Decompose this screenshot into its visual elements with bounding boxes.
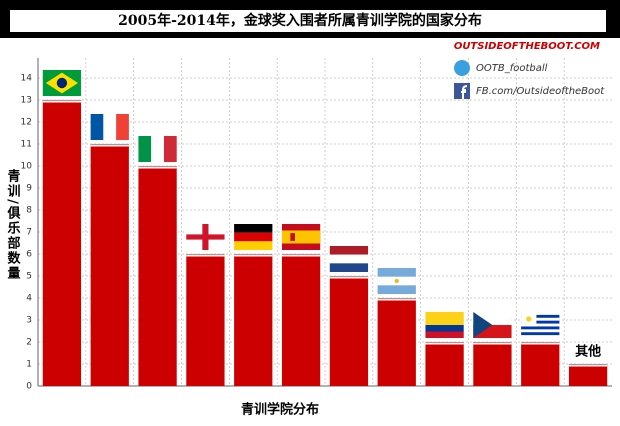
flag-part [329,254,369,264]
y-tick-label: 8 [26,206,32,216]
y-tick-label: 10 [21,162,33,172]
flag-part [329,263,369,272]
flag-part [138,136,152,162]
flag-part [425,331,464,338]
flag-part [290,233,295,241]
flag-part [281,230,321,244]
flag-part [56,77,68,89]
flag-part [90,114,104,140]
y-tick-label: 5 [26,272,32,282]
y-tick-label: 6 [26,250,32,260]
title-box [10,10,606,32]
y-tick-label: 0 [26,382,32,392]
y-axis-label: 青训/俱乐部数量 [5,169,22,281]
flag-part [234,232,273,242]
y-tick-label: 7 [26,228,32,238]
bar [234,254,273,386]
bar [186,254,225,386]
facebook-handle: FB.com/OutsideoftheBoot [476,86,605,97]
y-tick-label: 13 [21,96,32,106]
y-tick-label: 3 [26,316,32,326]
flag-part [234,224,273,233]
y-tick-label: 4 [26,294,32,304]
flag-part [473,312,493,338]
x-axis-label: 青训学院分布 [241,402,319,418]
y-tick-label: 11 [21,140,32,150]
y-tick-label: 2 [26,338,32,348]
bar [42,100,82,386]
flag-part [186,234,225,240]
bar [425,342,464,386]
bar [473,342,512,386]
twitter-icon [454,60,470,76]
flag-part [526,316,532,322]
flag-part [521,320,560,324]
flag-part [329,246,369,255]
facebook-f [461,85,468,99]
bar [329,276,369,386]
y-tick-label: 9 [26,184,32,194]
flag-part [425,312,464,325]
bar [90,144,129,386]
twitter-handle: OOTB_football [476,63,548,74]
brand: OUTSIDEOFTHEBOOT.COM [454,41,600,52]
flag-part [163,136,177,162]
flag-part [234,241,273,250]
flag-part [521,326,560,330]
flag-part [116,114,129,140]
category-label: 其他 [575,344,601,360]
flag-part [151,136,164,162]
bar [521,342,560,386]
bar [377,298,416,386]
flag-part [521,332,560,336]
flag-part [425,325,464,332]
flag-part [521,314,560,318]
flag-part [394,278,399,284]
y-tick-label: 14 [21,74,33,84]
bar [568,364,608,386]
chart-title: 2005年-2014年，金球奖入围者所属青训学院的国家分布 [118,12,482,29]
y-tick-label: 12 [21,118,32,128]
y-tick-label: 1 [26,360,32,370]
bar [138,166,177,386]
flag-part [103,114,117,140]
bar [281,254,321,386]
